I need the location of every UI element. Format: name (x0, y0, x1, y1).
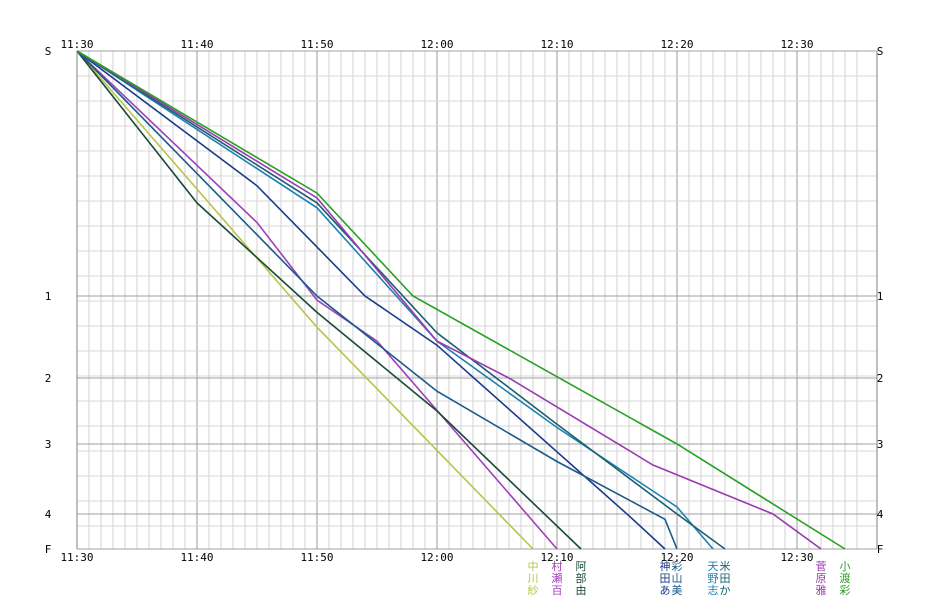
x-tick-label-top: 12:20 (660, 38, 693, 51)
y-tick-label-left: 3 (45, 438, 52, 451)
x-tick-label-top: 12:30 (780, 38, 813, 51)
x-tick-label-bottom: 12:00 (420, 551, 453, 564)
series-line (76, 50, 714, 550)
x-tick-label-bottom: 11:50 (300, 551, 333, 564)
x-tick-label-bottom: 12:20 (660, 551, 693, 564)
y-tick-label-left: S (45, 45, 52, 58)
y-tick-label-right: S (877, 45, 884, 58)
series-label: 米田か (720, 560, 731, 597)
y-tick-label-left: F (45, 543, 52, 556)
y-tick-label-left: 1 (45, 290, 52, 303)
y-tick-label-right: F (877, 543, 884, 556)
series-label: 小渡彩 (840, 560, 851, 597)
series-line (76, 50, 726, 550)
series-line (76, 50, 822, 550)
series-line (76, 50, 678, 550)
series-line (76, 50, 666, 550)
x-tick-label-top: 11:40 (180, 38, 213, 51)
series-line (76, 50, 534, 550)
y-tick-label-right: 3 (877, 438, 884, 451)
x-tick-label-top: 12:10 (540, 38, 573, 51)
x-tick-label-bottom: 12:30 (780, 551, 813, 564)
series-label: 彩山美 (672, 560, 683, 597)
y-tick-label-left: 2 (45, 372, 52, 385)
series-label: 神田あ (660, 559, 671, 597)
x-tick-label-bottom: 12:10 (540, 551, 573, 564)
x-tick-label-top: 11:50 (300, 38, 333, 51)
y-tick-label-left: 4 (45, 508, 52, 521)
series-label: 阿部由 (576, 560, 587, 597)
y-tick-label-right: 1 (877, 290, 884, 303)
x-tick-label-bottom: 11:40 (180, 551, 213, 564)
series-label: 中川紗 (528, 560, 539, 597)
y-tick-label-right: 2 (877, 372, 884, 385)
y-tick-label-right: 4 (877, 508, 884, 521)
x-tick-label-bottom: 11:30 (60, 551, 93, 564)
x-tick-label-top: 12:00 (420, 38, 453, 51)
series-label: 村瀬百 (552, 559, 563, 597)
series-label: 菅原雅 (816, 560, 827, 597)
x-tick-label-top: 11:30 (60, 38, 93, 51)
series-label: 天野志 (708, 560, 719, 597)
series-line (76, 50, 582, 550)
series-line (76, 50, 846, 550)
